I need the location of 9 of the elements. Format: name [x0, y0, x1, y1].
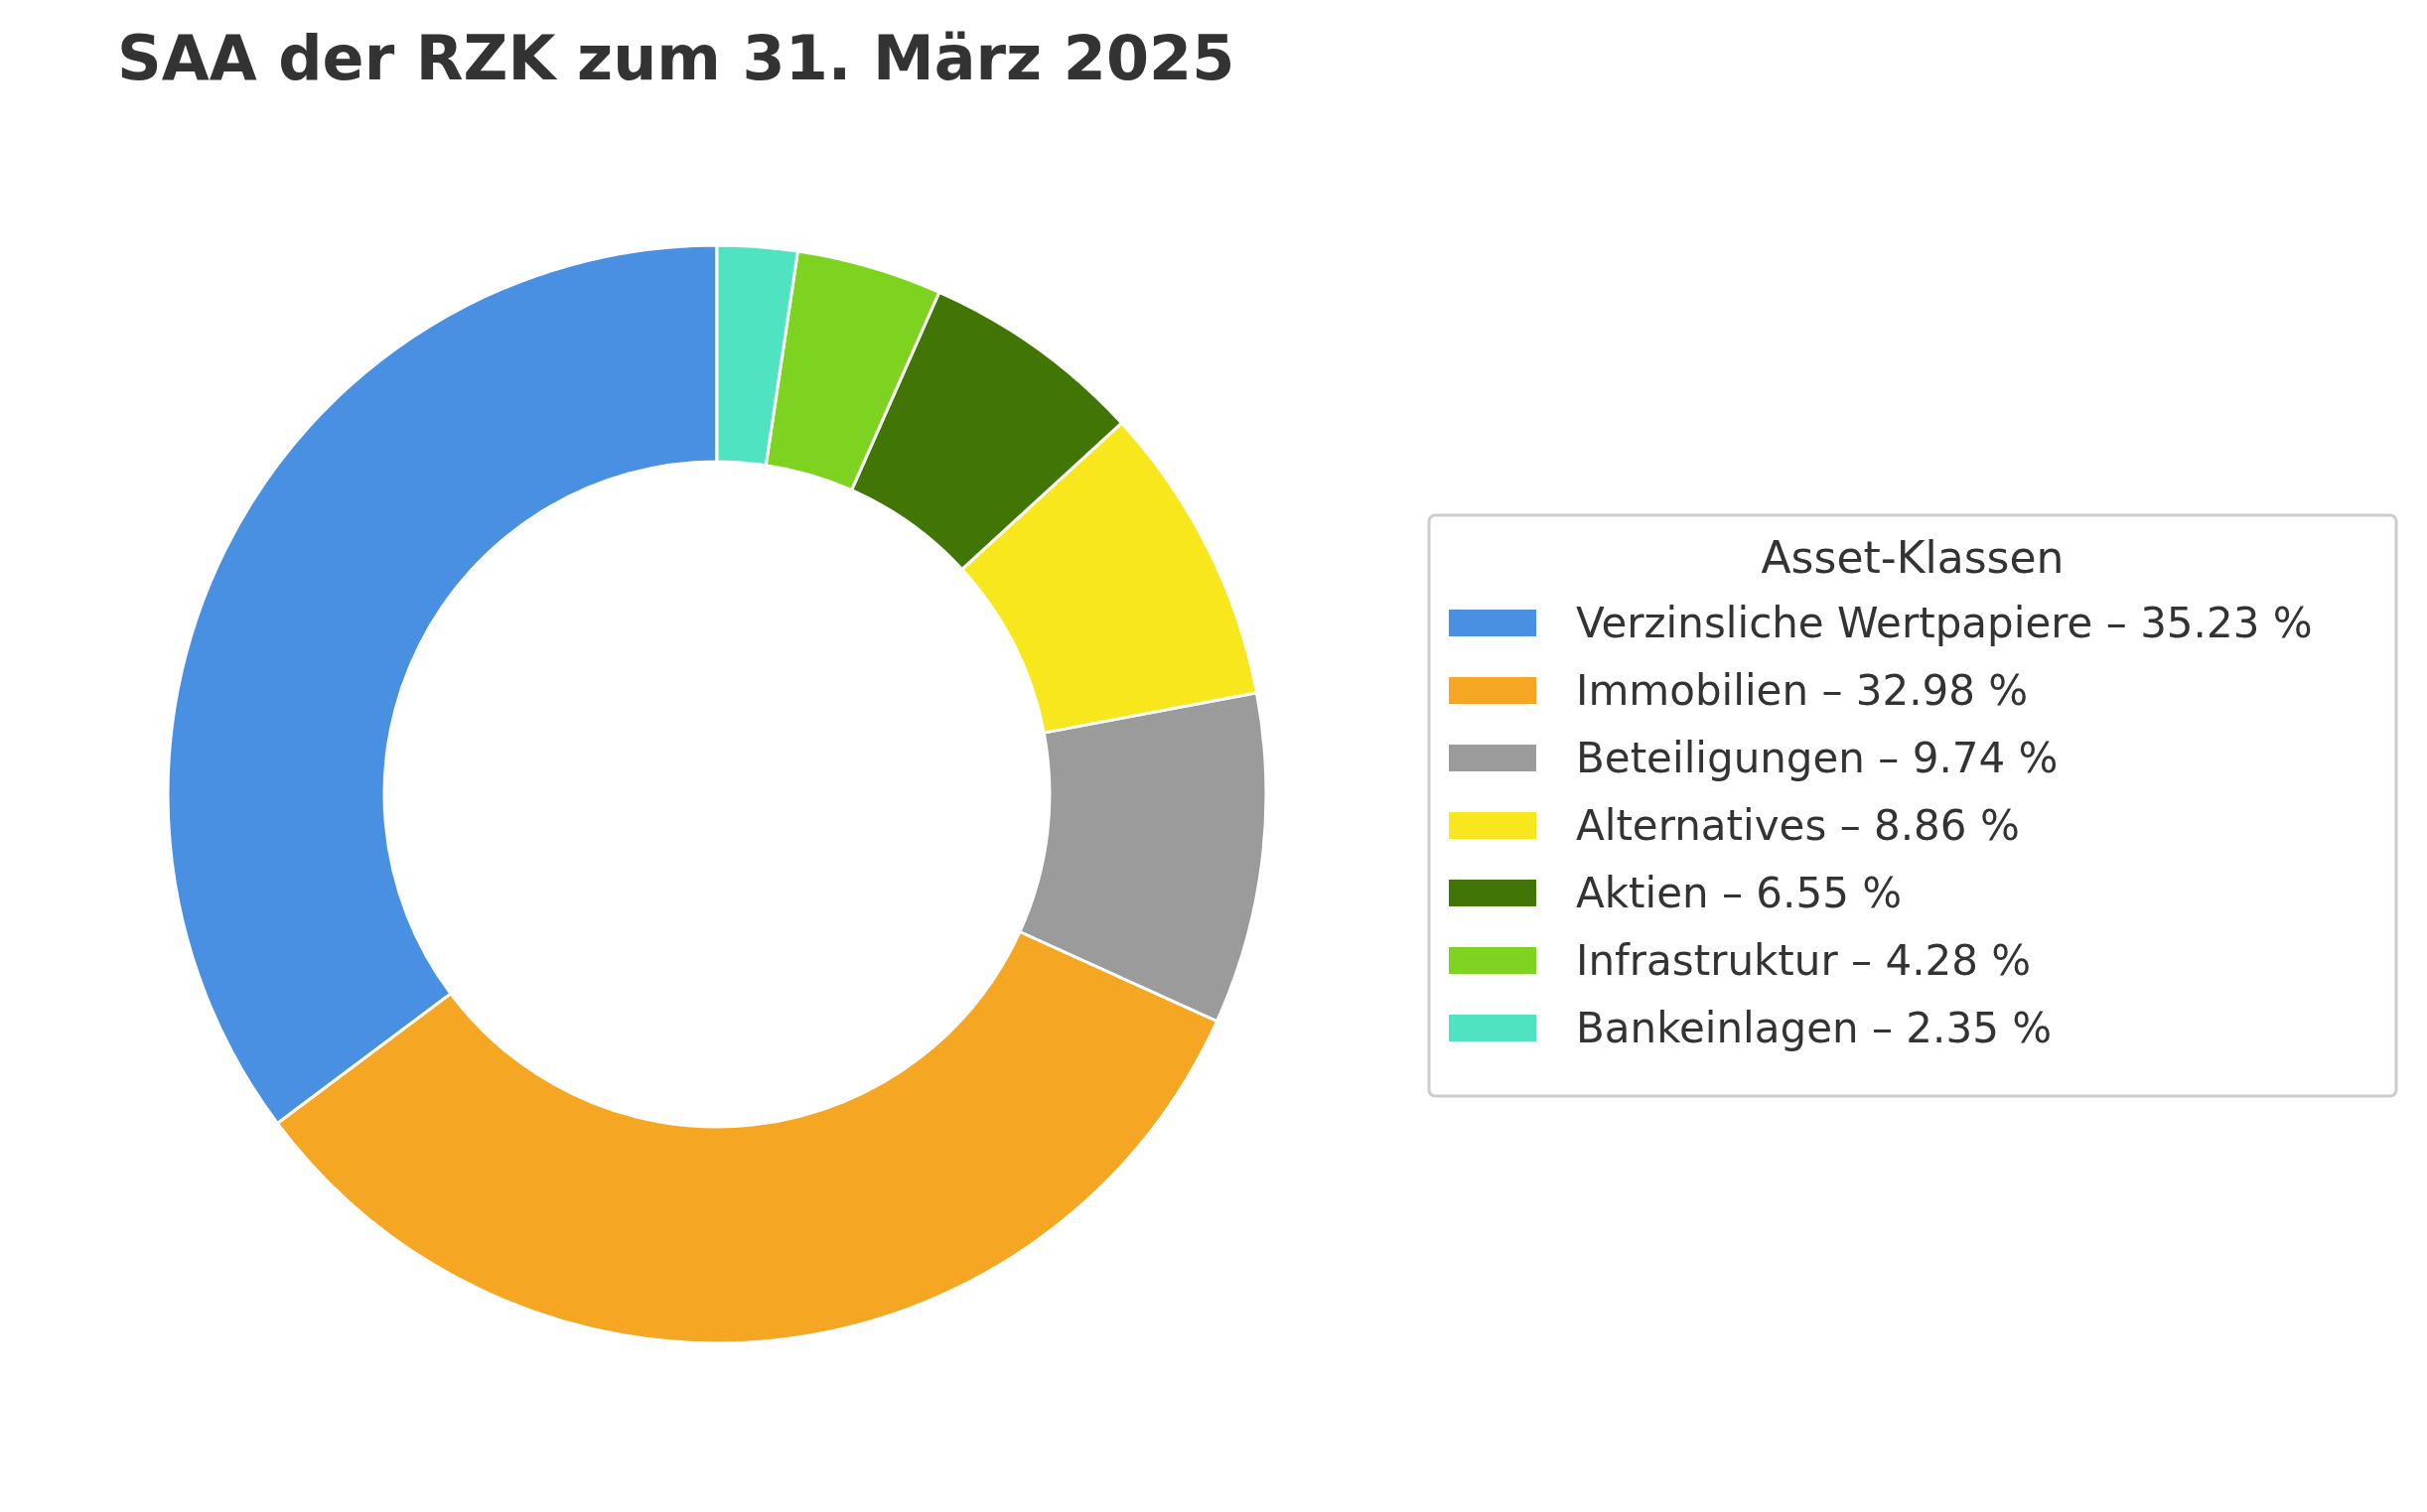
legend-label: Verzinsliche Wertpapiere – 35.23 %	[1576, 598, 2313, 647]
legend-label: Immobilien – 32.98 %	[1576, 665, 2029, 715]
legend-label: Alternatives – 8.86 %	[1576, 800, 2020, 850]
chart-title: SAA der RZK zum 31. März 2025	[117, 22, 1235, 94]
legend-label: Beteiligungen – 9.74 %	[1576, 733, 2059, 782]
legend-label: Bankeinlagen – 2.35 %	[1576, 1003, 2053, 1052]
legend-title: Asset-Klassen	[1761, 532, 2065, 583]
legend-label: Aktien – 6.55 %	[1576, 868, 1903, 917]
legend-label: Infrastruktur – 4.28 %	[1576, 935, 2032, 985]
